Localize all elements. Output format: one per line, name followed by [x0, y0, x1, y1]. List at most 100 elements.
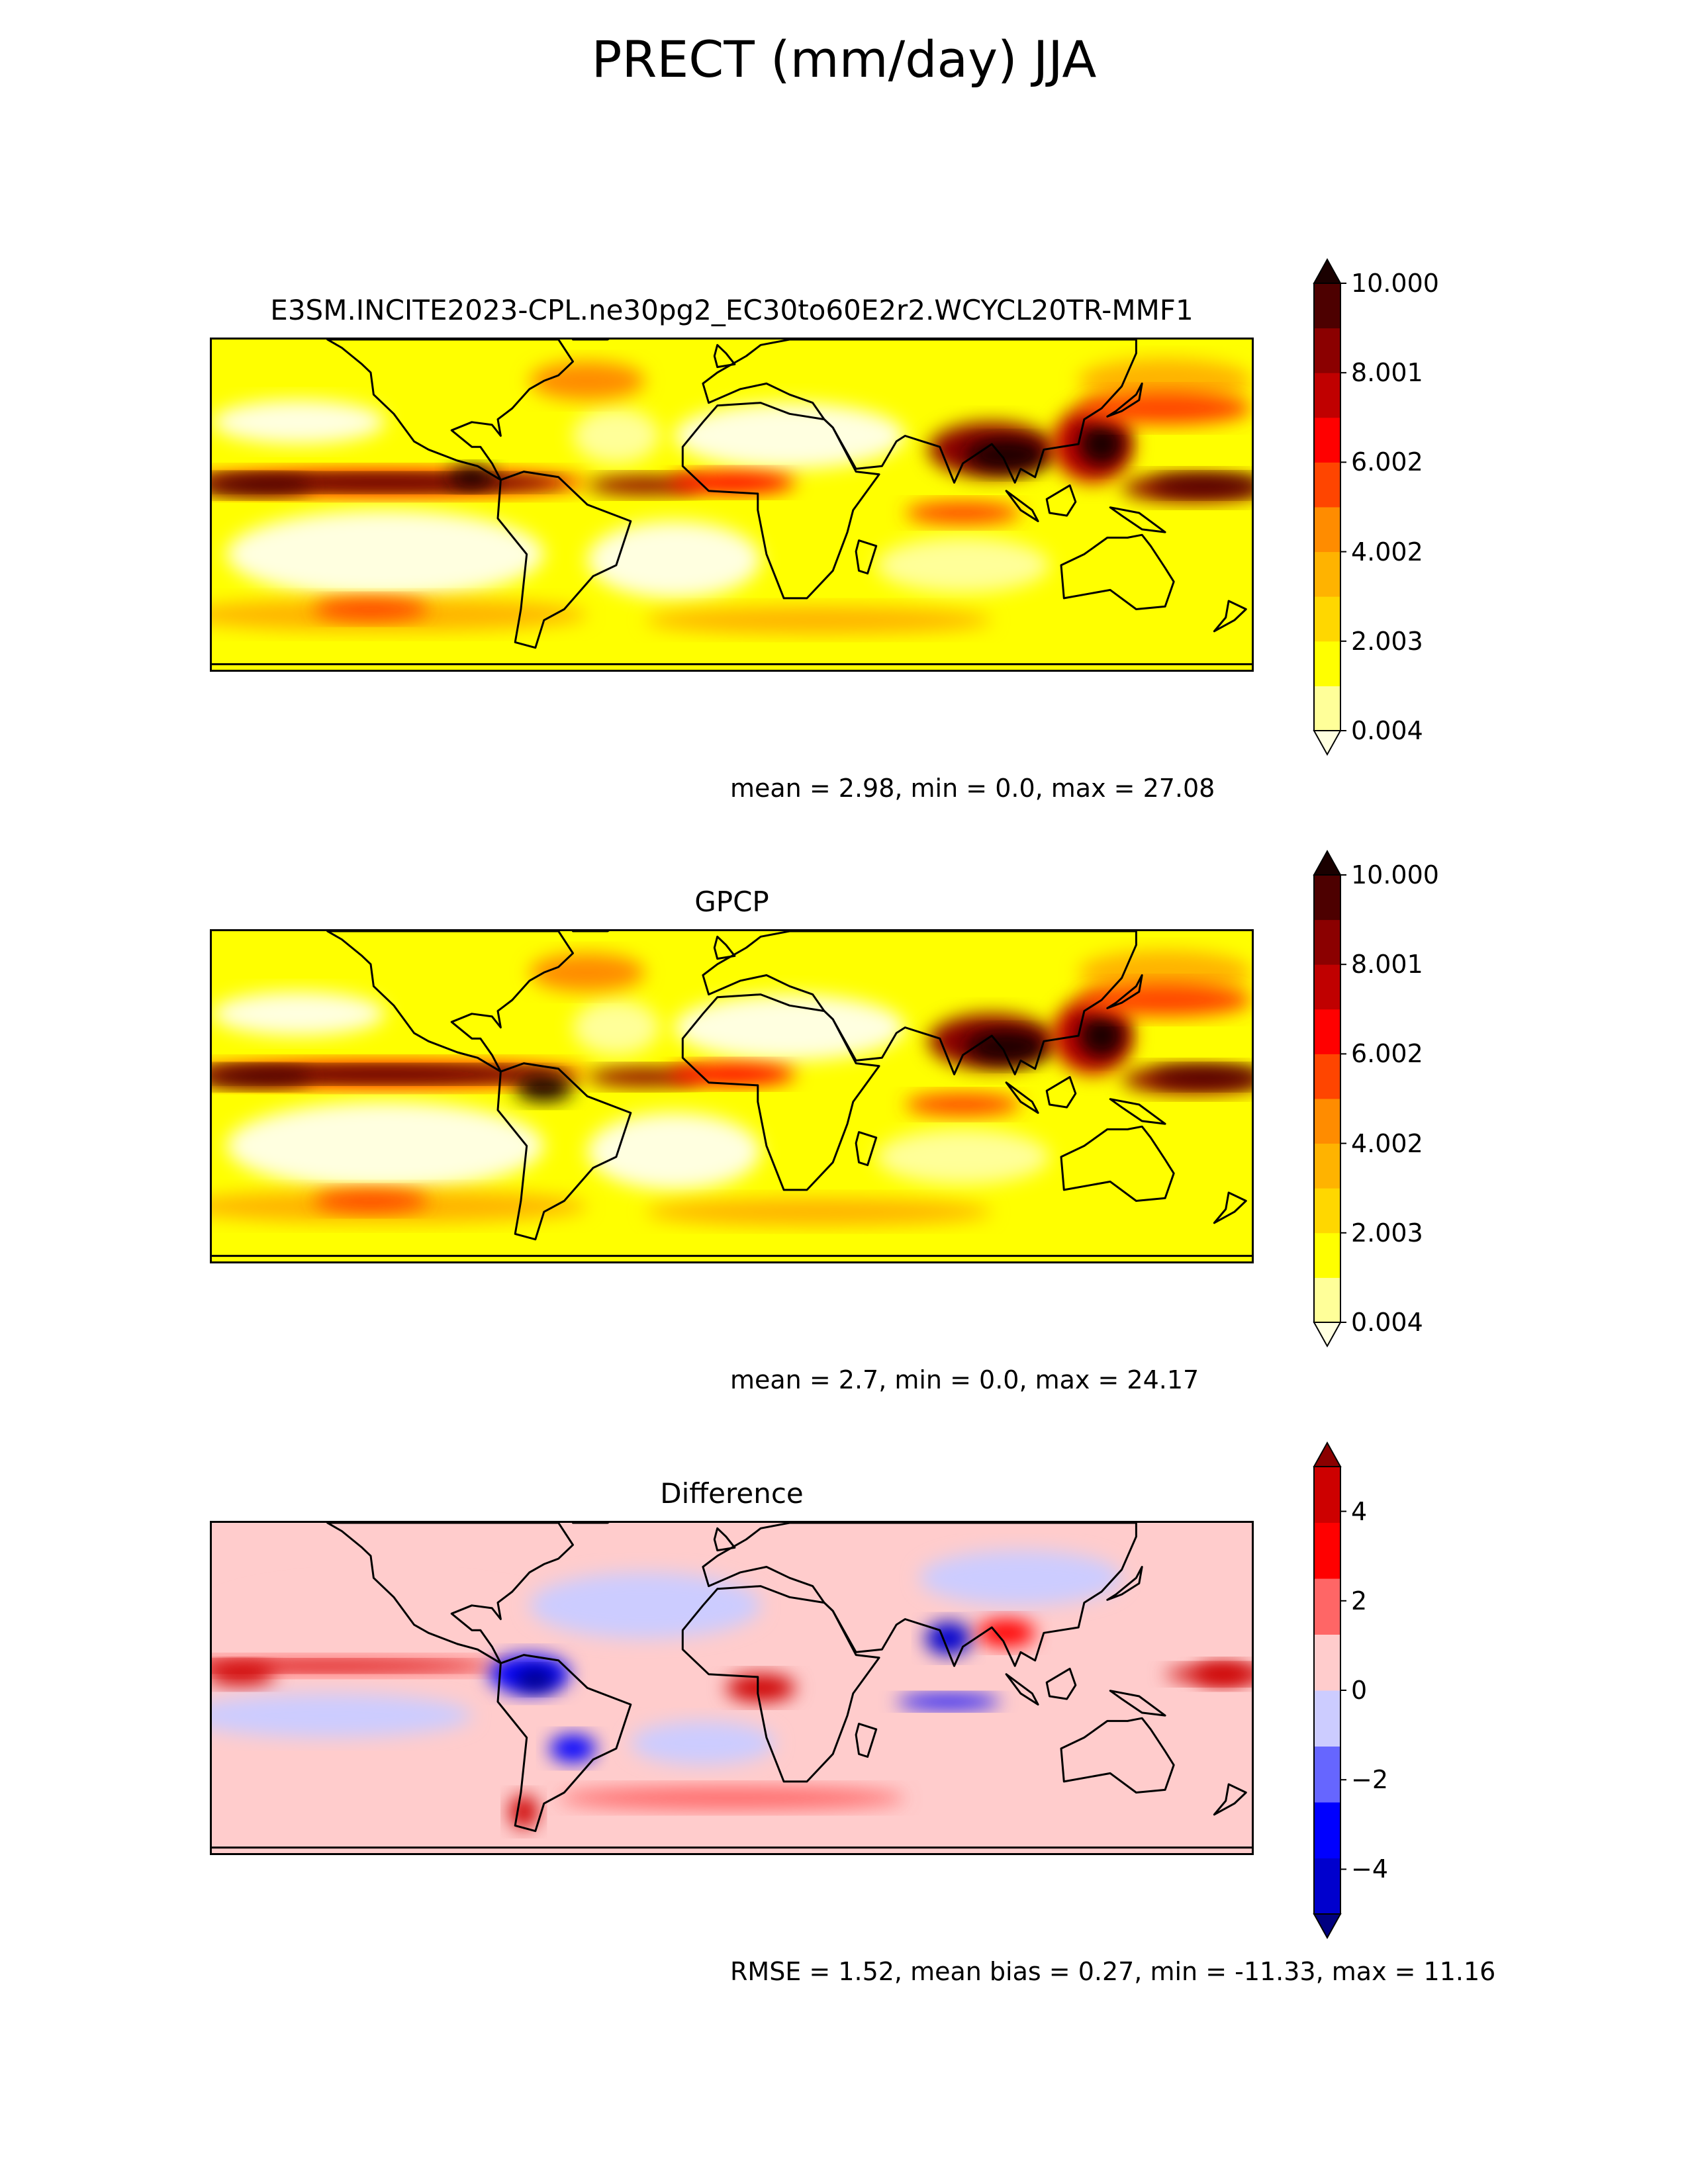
- coastline-africa: [681, 993, 880, 1191]
- coastline-samerica: [496, 471, 632, 649]
- field-itcz-africa: [668, 471, 796, 494]
- coastline-africa: [681, 402, 880, 600]
- coastline-europe_asia: [702, 1523, 1137, 1667]
- panel-3-title: Difference: [660, 1477, 804, 1510]
- coastline-madagascar: [855, 539, 878, 574]
- field-monsoon-wnp-core: [1078, 422, 1125, 467]
- field-diff-neg-sp: [212, 1693, 472, 1738]
- field-storm-track-np: [1078, 950, 1252, 995]
- coastline-japan: [1106, 383, 1143, 418]
- colorbar-tick-label: 2: [1351, 1586, 1368, 1615]
- colorbar-level: [1314, 1143, 1340, 1189]
- colorbar-extend-low: [1313, 1913, 1342, 1940]
- colorbar-svg: [1313, 849, 1346, 1348]
- coastline-madagascar: [855, 1131, 878, 1166]
- colorbar-level: [1314, 919, 1340, 965]
- field-dry-se-pacific: [226, 510, 544, 598]
- field-diff-pos-light: [212, 1586, 559, 1653]
- field-dry-n-pacific: [212, 400, 385, 445]
- colorbar-level: [1314, 641, 1340, 686]
- colorbar-level: [1314, 462, 1340, 508]
- colorbar-tick-label: 0.004: [1351, 716, 1423, 745]
- colorbar-level: [1314, 373, 1340, 418]
- field-baiu: [1078, 983, 1252, 1017]
- coastline-europe_asia: [702, 931, 1137, 1075]
- colorbar-level: [1314, 1746, 1340, 1803]
- map-svg: [212, 931, 1252, 1261]
- panel-1-map: [210, 338, 1254, 672]
- field-diff-dateline2: [1194, 1663, 1252, 1686]
- field-indian-equatorial: [905, 502, 1021, 524]
- coastline-uk: [713, 1527, 736, 1552]
- panel-2-stats: mean = 2.7, min = 0.0, max = 24.17: [730, 1365, 1199, 1394]
- field-diff-gulf-guinea: [726, 1674, 796, 1702]
- colorbar-tick-label: −4: [1351, 1854, 1389, 1884]
- coastline-australia: [1060, 1717, 1175, 1794]
- colorbar-level: [1314, 1099, 1340, 1144]
- field-dry-n-atlantic: [573, 999, 660, 1056]
- coastline-nz: [1213, 600, 1247, 633]
- coastline-namerica: [326, 1523, 574, 1664]
- coastline-sumatra: [1005, 490, 1039, 522]
- coastline-png: [1109, 1098, 1166, 1125]
- field-dry-s-atlantic: [587, 1113, 761, 1190]
- colorbar-tick-label: 10.000: [1351, 860, 1439, 889]
- field-central-america-core: [448, 466, 495, 488]
- coastline-samerica: [496, 1654, 632, 1833]
- coastline-borneo: [1045, 484, 1077, 517]
- field-monsoon-wnp-core: [1078, 1013, 1125, 1058]
- field-amazon-core: [515, 1074, 573, 1102]
- colorbar-level: [1314, 1467, 1340, 1523]
- coastline-borneo: [1045, 1075, 1077, 1109]
- coastline-sumatra: [1005, 1673, 1039, 1706]
- colorbar-level: [1314, 1522, 1340, 1579]
- field-storm-track-si: [645, 1198, 992, 1226]
- field-indian-equatorial: [905, 1093, 1021, 1116]
- colorbar-level: [1314, 1802, 1340, 1858]
- colorbar-extend-low: [1313, 730, 1342, 756]
- colorbar-level: [1314, 551, 1340, 597]
- colorbar-extend-high: [1313, 849, 1342, 876]
- field-diff-itcz-core: [212, 1661, 487, 1671]
- field-storm-track-na: [530, 953, 645, 992]
- coastline-japan: [1106, 974, 1143, 1009]
- field-dry-s-indian: [876, 537, 1050, 593]
- colorbar-outline: [1313, 283, 1341, 731]
- colorbar-level: [1314, 1690, 1340, 1747]
- colorbar-tick-label: 4.002: [1351, 537, 1423, 567]
- field-diff-bay-pos: [977, 1619, 1035, 1647]
- coastline-australia: [1060, 533, 1175, 610]
- panel-1-stats: mean = 2.98, min = 0.0, max = 27.08: [730, 774, 1215, 803]
- field-diff-neg-sa: [630, 1721, 775, 1765]
- field-storm-track-na: [530, 361, 645, 400]
- colorbar-tick-label: 6.002: [1351, 1039, 1423, 1069]
- field-dry-n-pacific: [212, 991, 385, 1036]
- colorbar-level: [1314, 686, 1340, 731]
- coastline-sumatra: [1005, 1081, 1039, 1114]
- colorbar-tick-label: 2.003: [1351, 626, 1423, 656]
- colorbar-level: [1314, 1009, 1340, 1054]
- field-storm-core-sp: [312, 598, 429, 621]
- colorbar-level: [1314, 328, 1340, 373]
- panel-2-map: [210, 929, 1254, 1263]
- colorbar-level: [1314, 1858, 1340, 1915]
- field-diff-neg-asia: [919, 1550, 1122, 1606]
- colorbar-level: [1314, 1578, 1340, 1635]
- field-itcz-atlantic-core: [1150, 1067, 1252, 1087]
- colorbar-tick-label: 2.003: [1351, 1218, 1423, 1248]
- field-itcz-africa: [668, 1063, 796, 1085]
- field-dry-sahara: [674, 994, 906, 1061]
- colorbar-tick-label: 4: [1351, 1496, 1368, 1526]
- coastline-nz: [1213, 1783, 1247, 1816]
- coastline-png: [1109, 1690, 1166, 1717]
- colorbar-outline: [1313, 874, 1341, 1323]
- field-diff-s-storm: [558, 1787, 906, 1809]
- field-diff-dateline: [212, 1663, 275, 1686]
- colorbar-level: [1314, 596, 1340, 642]
- colorbar-tick-label: 8.001: [1351, 950, 1423, 979]
- colorbar-level: [1314, 1188, 1340, 1234]
- colorbar-level: [1314, 1634, 1340, 1691]
- coastline-australia: [1060, 1125, 1175, 1202]
- panel-2-colorbar: 10.000 8.001 6.002 4.002 2.003 0.004: [1313, 849, 1439, 1348]
- colorbar-extend-low: [1313, 1322, 1342, 1348]
